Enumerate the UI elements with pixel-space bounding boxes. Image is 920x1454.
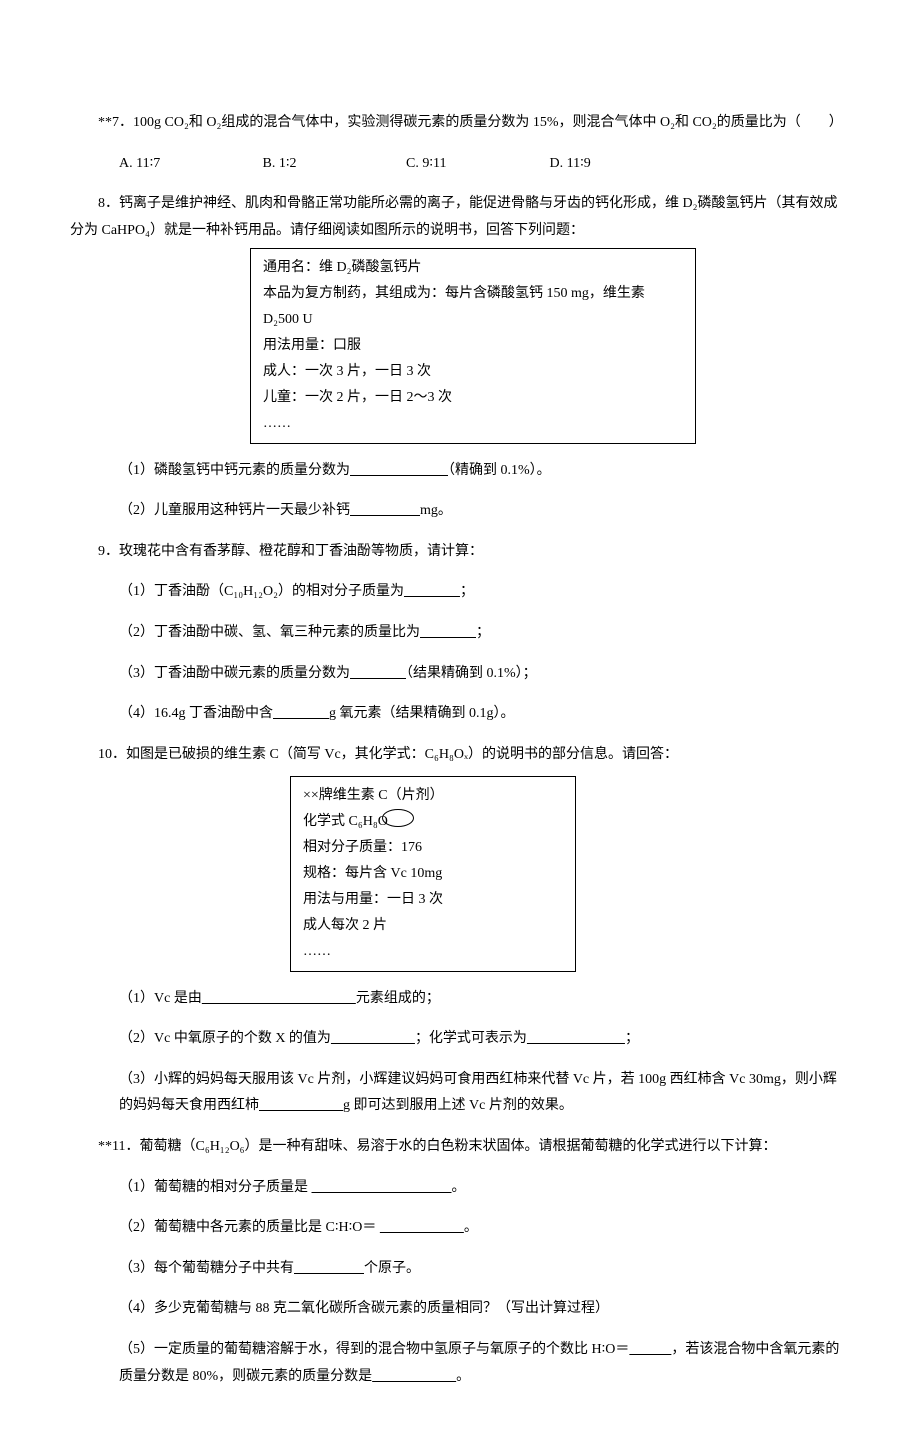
q9-intro: 9．玫瑰花中含有香茅醇、橙花醇和丁香油酚等物质，请计算：: [70, 539, 850, 566]
q10-box-l2: 化学式 C₆H₈O: [303, 809, 563, 835]
q8-p2a: （2）儿童服用这种钙片一天最少补钙: [119, 503, 350, 518]
q11-part2: （2）葡萄糖中各元素的质量比是 C∶H∶O＝ 。: [70, 1215, 850, 1242]
q9-p3a: （3）丁香油酚中碳元素的质量分数为: [119, 666, 350, 681]
q9-part1: （1）丁香油酚（C₁₀H₁₂O₂）的相对分子质量为 ；: [70, 579, 850, 606]
q11-intro: **11．葡萄糖（C₆H₁₂O₆）是一种有甜味、易溶于水的白色粉末状固体。请根据…: [70, 1134, 850, 1161]
q10-box-l4: 规格：每片含 Vc 10mg: [303, 861, 563, 887]
q11-p3b: 个原子。: [364, 1261, 420, 1276]
q10-p2a: （2）Vc 中氧原子的个数 X 的值为: [119, 1031, 331, 1046]
q8-box-l6: ……: [263, 411, 683, 437]
q7-opt-c: C. 9∶11: [406, 151, 546, 178]
q9-part3: （3）丁香油酚中碳元素的质量分数为 （结果精确到 0.1%）；: [70, 661, 850, 688]
q8-label-box: 通用名：维 D₂磷酸氢钙片 本品为复方制药，其组成为：每片含磷酸氢钙 150 m…: [250, 248, 696, 443]
q8-box-l1: 通用名：维 D₂磷酸氢钙片: [263, 255, 683, 281]
q11-p3a: （3）每个葡萄糖分子中共有: [119, 1261, 294, 1276]
q10-box-l7: ……: [303, 939, 563, 965]
q11-p2a: （2）葡萄糖中各元素的质量比是 C∶H∶O＝: [119, 1220, 380, 1235]
q10-p3b: g 即可达到服用上述 Vc 片剂的效果。: [343, 1098, 573, 1113]
q9-p2a: （2）丁香油酚中碳、氢、氧三种元素的质量比为: [119, 625, 420, 640]
q10-box-l2a: 化学式 C₆H₈O: [303, 814, 388, 829]
q11-p1b: 。: [452, 1180, 466, 1195]
q9-part4: （4）16.4g 丁香油酚中含 g 氧元素（结果精确到 0.1g）。: [70, 701, 850, 728]
q9-part2: （2）丁香油酚中碳、氢、氧三种元素的质量比为 ；: [70, 620, 850, 647]
q10-part1: （1）Vc 是由 元素组成的；: [70, 986, 850, 1013]
q10-box-l6: 成人每次 2 片: [303, 913, 563, 939]
q11-p5a: （5）一定质量的葡萄糖溶解于水，得到的混合物中氢原子与氧原子的个数比 H∶O＝: [119, 1342, 629, 1357]
q8-p2b: mg。: [420, 503, 452, 518]
q11-p2b: 。: [464, 1220, 478, 1235]
torn-icon: [382, 809, 414, 827]
q8-p1a: （1）磷酸氢钙中钙元素的质量分数为: [119, 463, 350, 478]
q10-p2c: ；: [625, 1031, 639, 1046]
q10-intro: 10．如图是已破损的维生素 C（简写 Vc，其化学式：C₆H₈Oₓ）的说明书的部…: [70, 742, 850, 769]
q9-p1b: ；: [460, 584, 474, 599]
q8-intro: 8．钙离子是维护神经、肌肉和骨骼正常功能所必需的离子，能促进骨骼与牙齿的钙化形成…: [70, 191, 850, 244]
q11-part5: （5）一定质量的葡萄糖溶解于水，得到的混合物中氢原子与氧原子的个数比 H∶O＝ …: [70, 1337, 850, 1390]
q10-box-l5: 用法与用量：一日 3 次: [303, 887, 563, 913]
q8-box-l5: 儿童：一次 2 片，一日 2～3 次: [263, 385, 683, 411]
q9-p1a: （1）丁香油酚（C₁₀H₁₂O₂）的相对分子质量为: [119, 584, 404, 599]
q8-p1b: （精确到 0.1%）。: [448, 463, 551, 478]
q10-p1a: （1）Vc 是由: [119, 991, 202, 1006]
q8-box-l3: 用法用量：口服: [263, 333, 683, 359]
q11-part4: （4）多少克葡萄糖与 88 克二氧化碳所含碳元素的质量相同？（写出计算过程）: [70, 1296, 850, 1323]
q7-options: A. 11∶7 B. 1∶2 C. 9∶11 D. 11∶9: [70, 151, 850, 178]
q10-p2b: ；化学式可表示为: [415, 1031, 527, 1046]
q10-part3: （3）小辉的妈妈每天服用该 Vc 片剂，小辉建议妈妈可食用西红柿来代替 Vc 片…: [70, 1067, 850, 1120]
q7-text: **7．100g CO₂和 O₂组成的混合气体中，实验测得碳元素的质量分数为 1…: [70, 110, 850, 137]
q10-box-l1: ××牌维生素 C（片剂）: [303, 783, 563, 809]
q9-p3b: （结果精确到 0.1%）；: [406, 666, 537, 681]
q11-p5c: 。: [456, 1369, 470, 1384]
q7-opt-a: A. 11∶7: [119, 151, 259, 178]
q7-opt-d: D. 11∶9: [550, 151, 591, 178]
q8-part2: （2）儿童服用这种钙片一天最少补钙 mg。: [70, 498, 850, 525]
q8-part1: （1）磷酸氢钙中钙元素的质量分数为 （精确到 0.1%）。: [70, 458, 850, 485]
q8-box-l4: 成人：一次 3 片，一日 3 次: [263, 359, 683, 385]
q9-p4a: （4）16.4g 丁香油酚中含: [119, 706, 273, 721]
q10-box-l3: 相对分子质量：176: [303, 835, 563, 861]
q10-part2: （2）Vc 中氧原子的个数 X 的值为 ；化学式可表示为 ；: [70, 1026, 850, 1053]
q11-part3: （3）每个葡萄糖分子中共有 个原子。: [70, 1256, 850, 1283]
q7-opt-b: B. 1∶2: [263, 151, 403, 178]
q9-p4b: g 氧元素（结果精确到 0.1g）。: [329, 706, 515, 721]
q8-box-l2: 本品为复方制药，其组成为：每片含磷酸氢钙 150 mg，维生素 D₂500 U: [263, 281, 683, 333]
q10-label-box: ××牌维生素 C（片剂） 化学式 C₆H₈O 相对分子质量：176 规格：每片含…: [290, 776, 576, 971]
q11-p1a: （1）葡萄糖的相对分子质量是: [119, 1180, 312, 1195]
q11-part1: （1）葡萄糖的相对分子质量是 。: [70, 1175, 850, 1202]
q10-p1b: 元素组成的；: [356, 991, 440, 1006]
q9-p2b: ；: [476, 625, 490, 640]
